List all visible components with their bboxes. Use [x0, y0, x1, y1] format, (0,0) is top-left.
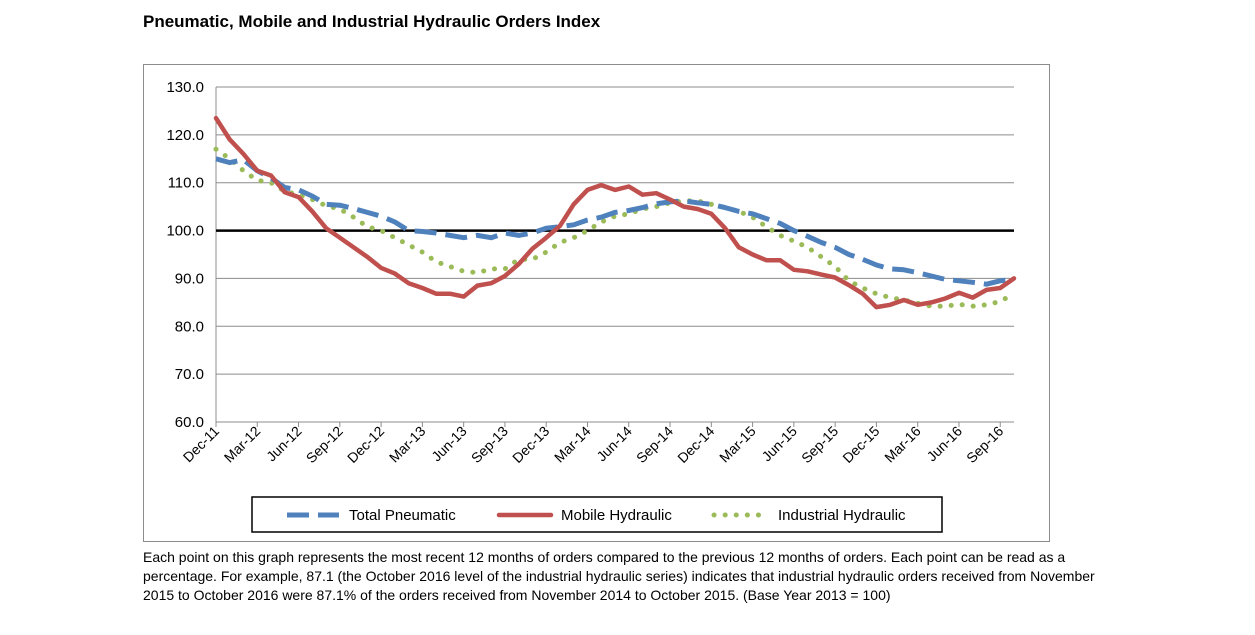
x-tick-label: Sep-16 [963, 423, 1006, 466]
chart-title: Pneumatic, Mobile and Industrial Hydraul… [143, 12, 601, 31]
legend-box [251, 496, 943, 533]
legend-label: Total Pneumatic [349, 507, 456, 524]
x-tick-label: Dec-13 [509, 423, 552, 466]
y-tick-label: 90.0 [175, 270, 204, 287]
x-tick-label: Mar-16 [881, 423, 924, 466]
y-tick-label: 70.0 [175, 366, 204, 383]
x-tick-label: Sep-15 [798, 423, 841, 466]
legend-label: Mobile Hydraulic [561, 507, 672, 524]
y-tick-label: 80.0 [175, 318, 204, 335]
y-tick-label: 120.0 [166, 127, 204, 144]
legend-label: Industrial Hydraulic [778, 507, 906, 524]
x-tick-label: Dec-15 [839, 423, 882, 466]
x-tick-label: Jun-16 [924, 423, 966, 465]
x-tick-label: Dec-12 [344, 423, 387, 466]
chart-frame: 60.0 70.0 80.0 90.0 100.0 110.0 120.0 130.0 Dec… [143, 64, 1050, 542]
x-tick-label: Jun-13 [428, 423, 470, 465]
chart-footnote: Each point on this graph represents the … [143, 549, 1095, 603]
x-tick-label: Mar-14 [551, 423, 594, 466]
x-tick-label: Mar-13 [386, 423, 429, 466]
x-tick-label: Sep-14 [633, 423, 676, 466]
x-tick-label: Sep-12 [303, 423, 346, 466]
x-tick-label: Jun-14 [593, 423, 635, 465]
series-line-mobile-hydraulic [213, 115, 1017, 310]
series-line-total-pneumatic [215, 156, 1015, 287]
y-tick-label: 110.0 [168, 175, 204, 192]
x-tick-label: Jun-12 [263, 423, 305, 465]
x-tick-label: Sep-13 [468, 423, 511, 466]
x-tick-label: Jun-15 [758, 423, 800, 465]
y-tick-label: 130.0 [166, 79, 204, 96]
y-tick-label: 100.0 [166, 223, 204, 240]
line-chart: 60.0 70.0 80.0 90.0 100.0 110.0 120.0 130.0 Dec… [166, 79, 1017, 533]
x-tick-label: Mar-15 [716, 423, 759, 466]
series-line-industrial-hydraulic [213, 146, 1017, 309]
y-tick-label: 60.0 [175, 414, 204, 431]
x-tick-label: Mar-12 [221, 423, 264, 466]
x-tick-label: Dec-14 [674, 423, 717, 466]
